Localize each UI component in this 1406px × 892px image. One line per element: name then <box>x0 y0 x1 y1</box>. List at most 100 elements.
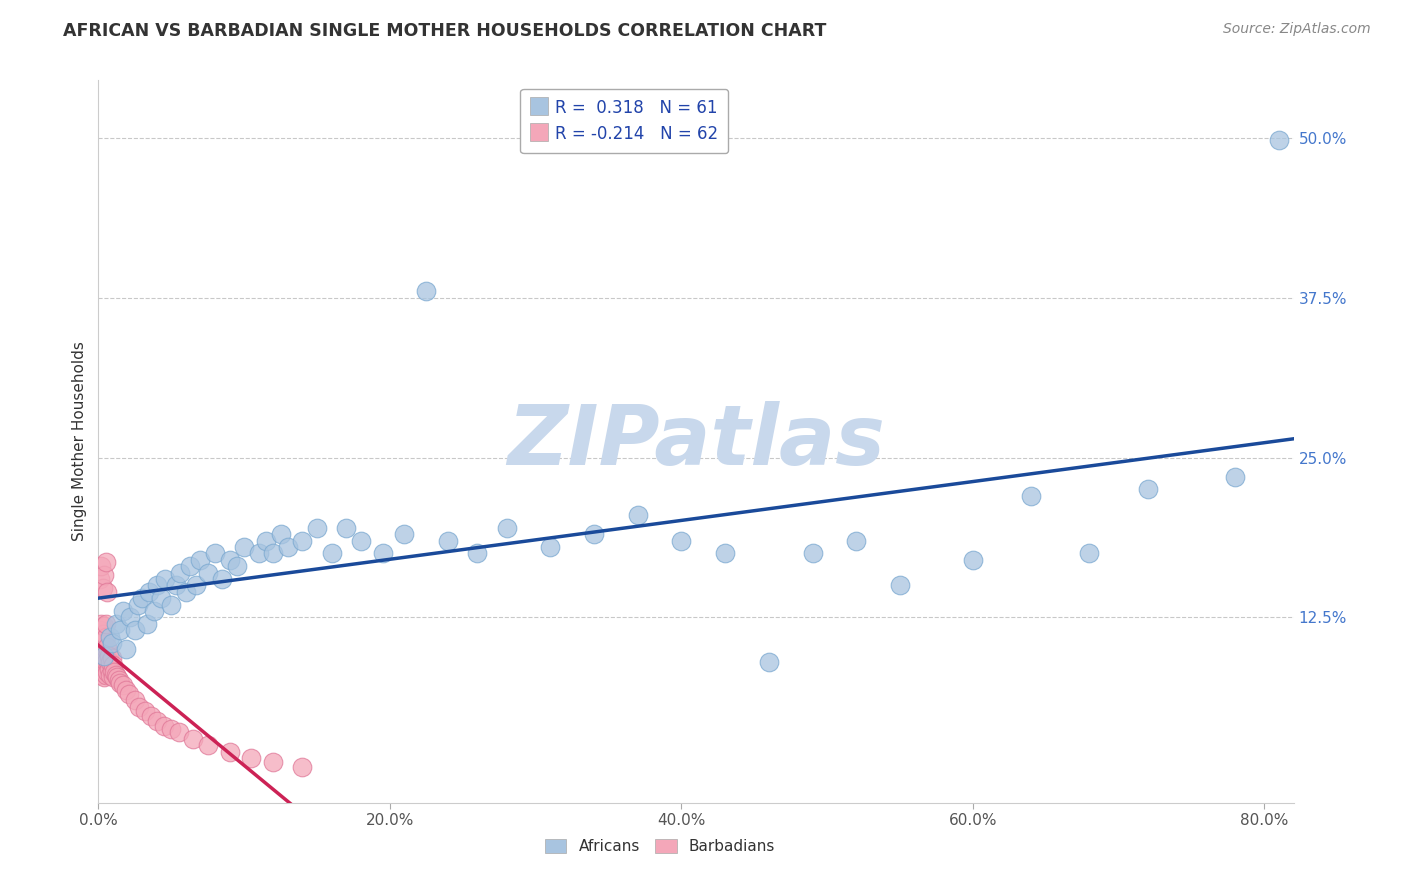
Point <box>240 751 263 765</box>
Point <box>105 671 128 685</box>
Point <box>218 553 240 567</box>
Point <box>93 657 115 672</box>
Point <box>415 285 437 299</box>
Point <box>845 533 868 548</box>
Point <box>118 687 141 701</box>
Point <box>962 553 984 567</box>
Point <box>233 540 256 554</box>
Point <box>98 630 121 644</box>
Point <box>94 655 117 669</box>
Point <box>124 693 146 707</box>
Point <box>321 546 343 560</box>
Point <box>94 642 117 657</box>
Legend: Africans, Barbadians: Africans, Barbadians <box>538 833 782 860</box>
Point <box>305 521 328 535</box>
Point <box>1136 483 1159 497</box>
Point <box>115 642 138 657</box>
Point <box>150 591 173 606</box>
Point <box>101 657 124 672</box>
Point <box>153 719 176 733</box>
Point <box>467 546 489 560</box>
Point <box>138 584 160 599</box>
Point <box>190 553 212 567</box>
Point <box>91 652 114 666</box>
Text: Source: ZipAtlas.com: Source: ZipAtlas.com <box>1223 22 1371 37</box>
Point <box>94 555 117 569</box>
Point <box>96 640 118 654</box>
Point <box>93 671 115 685</box>
Point <box>437 533 460 548</box>
Point <box>104 616 127 631</box>
Point <box>1019 489 1042 503</box>
Point <box>254 533 277 548</box>
Point <box>120 610 142 624</box>
Point <box>100 664 122 678</box>
Point <box>91 581 114 595</box>
Point <box>90 655 112 669</box>
Point <box>1268 133 1291 147</box>
Point <box>98 668 121 682</box>
Point <box>165 578 187 592</box>
Point <box>93 648 115 663</box>
Point <box>96 584 118 599</box>
Point <box>262 755 284 769</box>
Point <box>627 508 650 522</box>
Point <box>671 533 693 548</box>
Point <box>714 546 737 560</box>
Point <box>90 642 112 657</box>
Point <box>204 546 226 560</box>
Point <box>179 559 201 574</box>
Text: AFRICAN VS BARBADIAN SINGLE MOTHER HOUSEHOLDS CORRELATION CHART: AFRICAN VS BARBADIAN SINGLE MOTHER HOUSE… <box>63 22 827 40</box>
Point <box>103 665 125 680</box>
Point <box>124 623 146 637</box>
Point <box>1225 469 1247 483</box>
Point <box>98 655 121 669</box>
Point <box>135 616 157 631</box>
Point <box>247 546 270 560</box>
Point <box>100 636 122 650</box>
Point <box>160 598 183 612</box>
Point <box>155 572 177 586</box>
Point <box>335 521 357 535</box>
Point <box>100 651 122 665</box>
Point <box>184 578 207 592</box>
Point <box>110 675 132 690</box>
Point <box>110 623 132 637</box>
Point <box>90 559 112 574</box>
Point <box>174 584 197 599</box>
Point <box>89 648 111 663</box>
Point <box>89 623 111 637</box>
Point <box>112 604 135 618</box>
Point <box>97 648 120 663</box>
Point <box>94 630 117 644</box>
Point <box>96 665 118 680</box>
Point <box>160 722 183 736</box>
Point <box>1078 546 1101 560</box>
Point <box>90 668 112 682</box>
Point <box>108 673 131 687</box>
Text: ZIPatlas: ZIPatlas <box>508 401 884 482</box>
Point <box>89 572 111 586</box>
Point <box>211 572 233 586</box>
Point <box>94 616 117 631</box>
Point <box>134 704 156 718</box>
Point <box>90 630 112 644</box>
Point <box>96 652 118 666</box>
Point <box>89 661 111 675</box>
Point <box>94 668 117 682</box>
Point <box>93 619 115 633</box>
Point <box>582 527 605 541</box>
Point <box>90 616 112 631</box>
Point <box>218 745 240 759</box>
Point <box>91 665 114 680</box>
Point <box>225 559 247 574</box>
Point <box>197 738 219 752</box>
Point <box>758 655 780 669</box>
Point <box>495 521 517 535</box>
Point <box>93 645 115 659</box>
Point <box>89 636 111 650</box>
Point <box>169 566 191 580</box>
Point <box>181 731 204 746</box>
Point <box>145 578 167 592</box>
Point <box>101 671 124 685</box>
